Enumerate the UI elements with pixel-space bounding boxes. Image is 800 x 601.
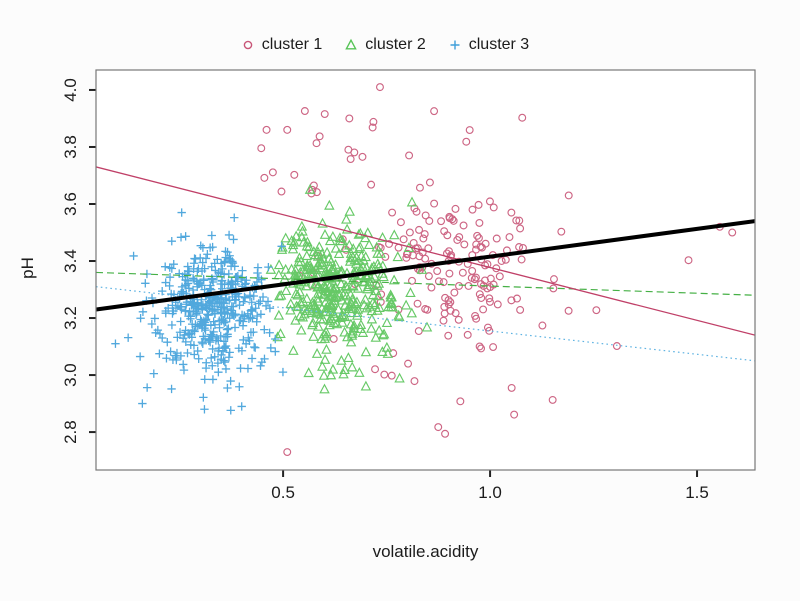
cluster-3-points: [111, 208, 288, 415]
overall-trend: [96, 219, 755, 312]
y-tick-label: 3.8: [61, 135, 80, 159]
legend-label-cluster-2: cluster 2: [365, 36, 426, 53]
x-tick-label: 0.5: [271, 483, 295, 502]
x-tick-label: 1.0: [478, 483, 502, 502]
cluster3-trend: [96, 286, 755, 362]
legend: cluster 1 cluster 2 cluster 3: [0, 36, 770, 54]
y-tick-label: 3.0: [61, 363, 80, 387]
legend-item-cluster-1: cluster 1: [241, 36, 322, 54]
y-tick-label: 3.4: [61, 249, 80, 273]
triangle-marker-icon: [345, 38, 358, 50]
y-axis-title: pH: [18, 257, 37, 279]
x-axis-title: volatile.acidity: [372, 542, 479, 561]
y-tick-label: 2.8: [61, 420, 80, 444]
data-points: [111, 83, 737, 457]
legend-label-cluster-3: cluster 3: [468, 36, 530, 53]
x-tick-label: 1.5: [685, 483, 709, 502]
plot-border: [95, 69, 756, 471]
y-tick-label: 3.6: [61, 192, 80, 216]
y-tick-label: 4.0: [61, 78, 80, 102]
y-tick-label: 3.2: [61, 306, 80, 330]
cluster1-trend: [96, 166, 755, 336]
cluster-1-points: [257, 83, 737, 457]
axis-ticks: 0.5 1.0 1.5 2.8 3.0 3.2 3.4 3.6 3.8 4.0: [61, 78, 709, 502]
trend-lines: [96, 166, 755, 362]
legend-item-cluster-3: cluster 3: [448, 36, 529, 54]
circle-marker-icon: [243, 40, 253, 50]
legend-item-cluster-2: cluster 2: [344, 36, 426, 54]
plus-marker-icon: [450, 40, 460, 50]
legend-label-cluster-1: cluster 1: [261, 36, 323, 53]
